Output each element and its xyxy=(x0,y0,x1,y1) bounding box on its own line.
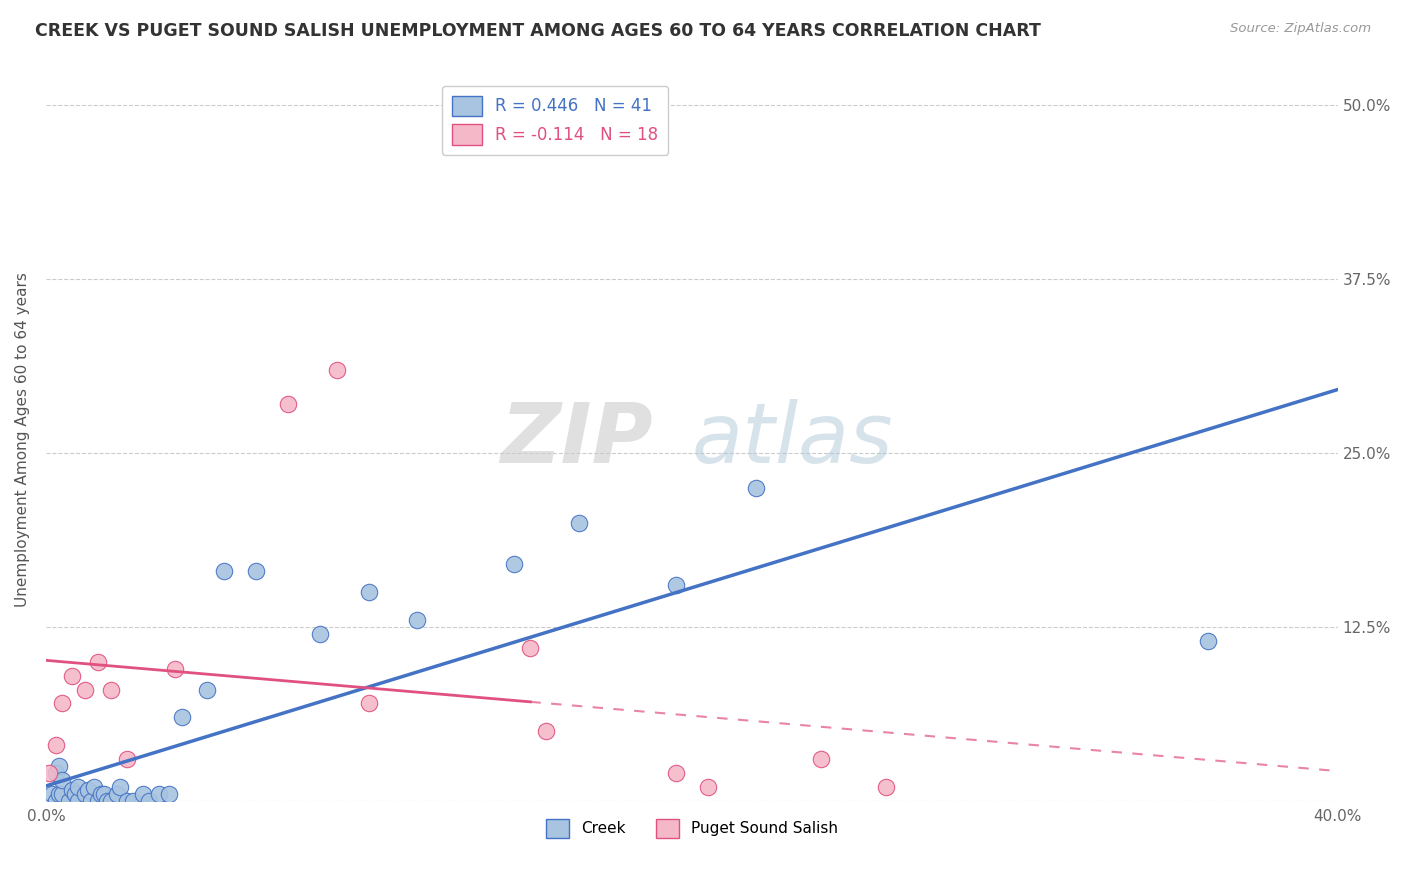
Point xyxy=(212,565,235,579)
Y-axis label: Unemployment Among Ages 60 to 64 years: Unemployment Among Ages 60 to 64 years xyxy=(15,272,30,607)
Point xyxy=(41,787,63,801)
Point xyxy=(197,682,219,697)
Point xyxy=(51,787,73,801)
Point xyxy=(122,794,145,808)
Point xyxy=(875,780,897,794)
Point xyxy=(132,787,155,801)
Point xyxy=(100,682,122,697)
Point xyxy=(80,794,103,808)
Point xyxy=(536,724,558,739)
Point xyxy=(90,787,112,801)
Point xyxy=(165,662,187,676)
Point xyxy=(86,794,108,808)
Point xyxy=(110,780,132,794)
Point xyxy=(100,794,122,808)
Point xyxy=(77,782,100,797)
Point xyxy=(51,772,73,787)
Point xyxy=(63,787,86,801)
Point xyxy=(115,752,138,766)
Point xyxy=(51,697,73,711)
Point xyxy=(48,787,70,801)
Point xyxy=(519,640,541,655)
Point xyxy=(60,668,83,682)
Point xyxy=(45,738,67,752)
Point xyxy=(406,613,429,627)
Point xyxy=(45,766,67,780)
Point xyxy=(697,780,720,794)
Legend: Creek, Puget Sound Salish: Creek, Puget Sound Salish xyxy=(540,813,844,844)
Point xyxy=(67,780,90,794)
Point xyxy=(48,759,70,773)
Point xyxy=(115,794,138,808)
Point xyxy=(745,481,768,495)
Point xyxy=(58,794,80,808)
Text: Source: ZipAtlas.com: Source: ZipAtlas.com xyxy=(1230,22,1371,36)
Point xyxy=(357,697,380,711)
Point xyxy=(96,794,118,808)
Point xyxy=(86,655,108,669)
Point xyxy=(67,794,90,808)
Point xyxy=(1198,633,1220,648)
Point xyxy=(170,710,193,724)
Point xyxy=(83,780,105,794)
Point xyxy=(357,585,380,599)
Point xyxy=(138,794,160,808)
Point xyxy=(60,782,83,797)
Point xyxy=(73,682,96,697)
Point xyxy=(568,516,591,530)
Point xyxy=(810,752,832,766)
Point xyxy=(45,794,67,808)
Text: atlas: atlas xyxy=(692,399,893,480)
Point xyxy=(277,397,299,411)
Point xyxy=(148,787,170,801)
Point xyxy=(665,578,688,592)
Point xyxy=(93,787,115,801)
Point xyxy=(245,565,267,579)
Point xyxy=(105,787,128,801)
Point xyxy=(665,766,688,780)
Point xyxy=(309,627,332,641)
Text: ZIP: ZIP xyxy=(501,399,652,480)
Point xyxy=(325,362,347,376)
Point xyxy=(38,766,60,780)
Text: CREEK VS PUGET SOUND SALISH UNEMPLOYMENT AMONG AGES 60 TO 64 YEARS CORRELATION C: CREEK VS PUGET SOUND SALISH UNEMPLOYMENT… xyxy=(35,22,1040,40)
Point xyxy=(157,787,180,801)
Point xyxy=(73,787,96,801)
Point xyxy=(503,558,526,572)
